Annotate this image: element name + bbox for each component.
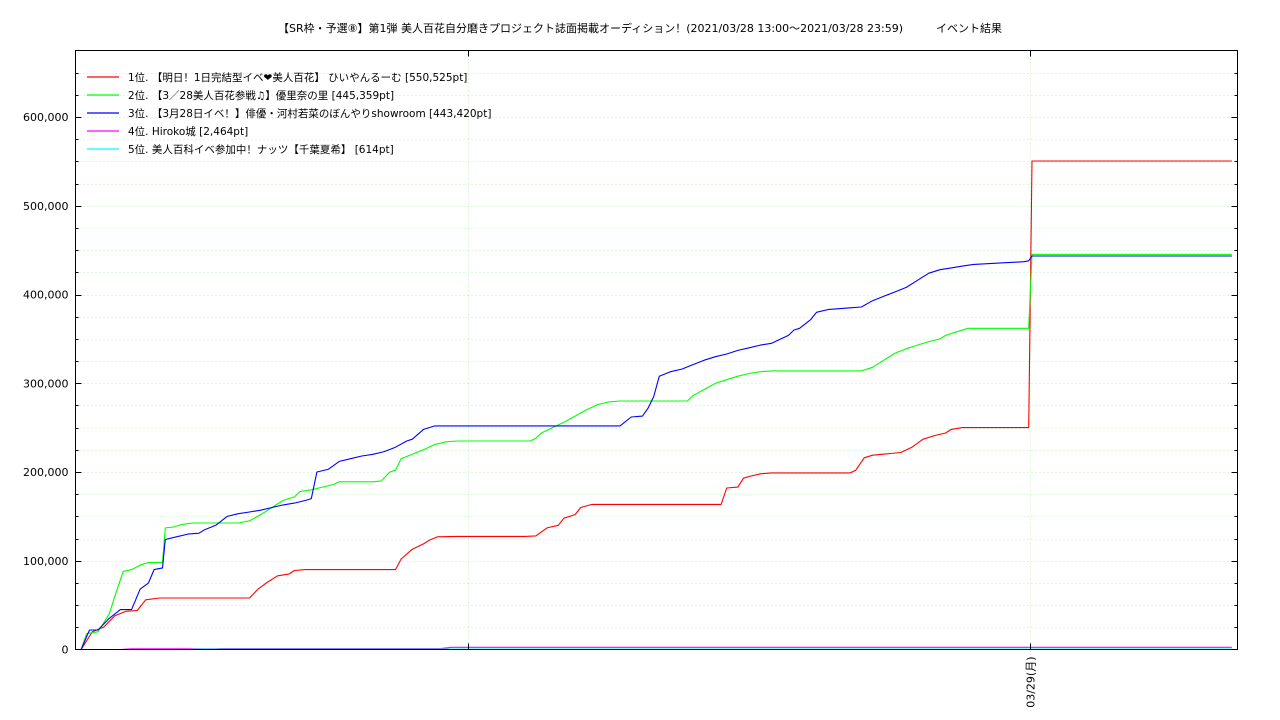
y-tick-label: 500,000 <box>23 200 69 213</box>
series-line-3 <box>80 255 1232 650</box>
y-tick-label: 300,000 <box>23 377 69 390</box>
legend: 1位. 【明日！1日完結型イベ❤美人百花】 ひいやんるーむ [550,525pt… <box>87 71 491 156</box>
y-tick-label: 600,000 <box>23 111 69 124</box>
y-tick-label: 200,000 <box>23 466 69 479</box>
legend-label-4: 4位. Hiroko城 [2,464pt] <box>128 125 248 138</box>
series-line-1 <box>80 160 1232 650</box>
series-line-2 <box>80 253 1232 650</box>
legend-label-1: 1位. 【明日！1日完結型イベ❤美人百花】 ひいやんるーむ [550,525pt… <box>128 71 467 84</box>
y-tick-label: 0 <box>62 644 69 657</box>
y-tick-label: 100,000 <box>23 555 69 568</box>
y-tick-label: 400,000 <box>23 289 69 302</box>
axis-ticks: 0 100,000 200,000 300,000 400,000 500,000 600,… <box>23 50 1238 708</box>
chart-title: 【SR枠・予選⑧】第1弾 美人百花自分磨きプロジェクト誌面掲載オーディション！(… <box>278 22 1002 35</box>
legend-label-2: 2位. 【3／28美人百花参戦♫】優里奈の里 [445,359pt] <box>128 89 394 102</box>
plot-frame <box>75 50 1238 650</box>
legend-label-3: 3位. 【3月28日イベ！】俳優・河村若菜のぼんやりshowroom [443,… <box>128 107 491 120</box>
grid-lines <box>75 50 1238 650</box>
legend-label-5: 5位. 美人百科イベ参加中！ナッツ【千葉夏希】 [614pt] <box>128 143 394 156</box>
x-tick-label: 03/29(月) <box>1025 657 1038 708</box>
